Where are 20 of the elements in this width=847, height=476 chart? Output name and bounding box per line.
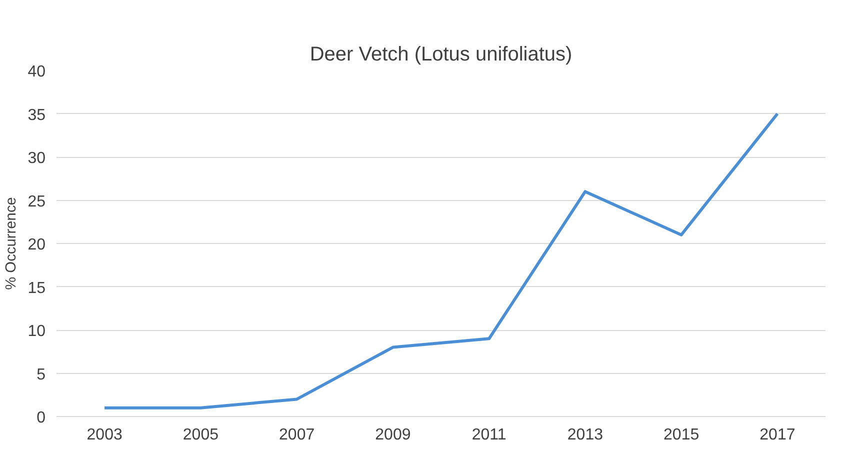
y-tick-label: 15 <box>28 280 46 297</box>
y-tick-label: 35 <box>28 106 46 124</box>
x-tick-label: 2013 <box>567 426 604 444</box>
y-tick-label: 10 <box>28 323 46 340</box>
x-tick-label: 2005 <box>182 426 219 444</box>
x-tick-label: 2017 <box>760 426 796 444</box>
y-tick-label: 25 <box>28 193 46 210</box>
chart-title: Deer Vetch (Lotus unifoliatus) <box>310 44 572 66</box>
x-tick-label: 2015 <box>664 426 700 444</box>
x-tick-label: 2009 <box>375 426 411 444</box>
y-tick-label: 5 <box>36 366 46 384</box>
y-tick-label: 40 <box>28 64 46 80</box>
y-tick-label: 30 <box>28 150 46 167</box>
y-tick-label: 20 <box>28 236 46 254</box>
x-tick-label: 2011 <box>472 426 506 444</box>
y-axis-title: % Occurrence <box>4 197 20 290</box>
x-tick-label: 2003 <box>86 426 122 444</box>
line-series <box>103 112 779 410</box>
y-tick-label: 0 <box>36 410 46 426</box>
x-tick-label: 2007 <box>279 426 315 444</box>
